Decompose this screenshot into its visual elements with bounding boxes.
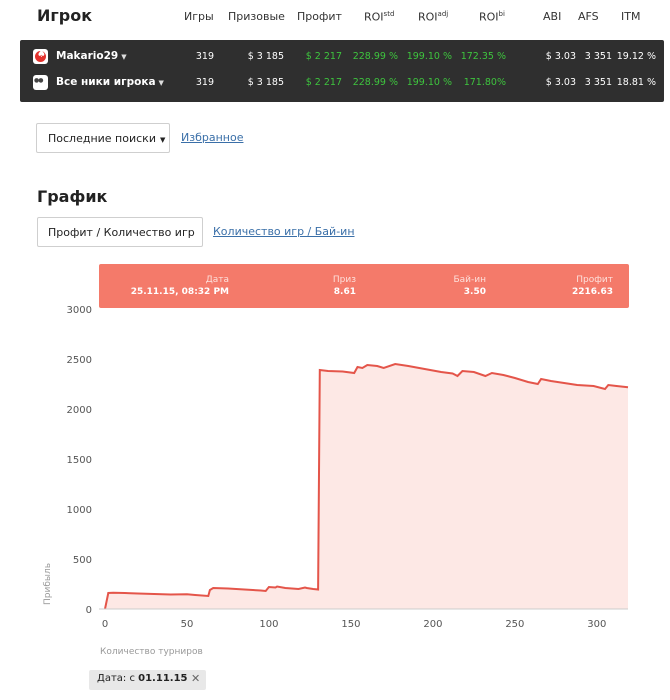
player-row[interactable]: Makario29▼ 319 $ 3 185 $ 2 217 228.99 % …: [20, 45, 664, 69]
x-tick-label: 0: [102, 619, 108, 630]
tab-games-buyin[interactable]: Количество игр / Бай-ин: [213, 225, 355, 238]
profit-line: [104, 362, 629, 610]
player-table: Makario29▼ 319 $ 3 185 $ 2 217 228.99 % …: [20, 40, 664, 102]
games-value: 319: [195, 77, 214, 88]
tooltip-date-label: Дата: [205, 275, 229, 285]
chevron-down-icon: ▼: [158, 79, 164, 87]
col-profit[interactable]: Профит: [297, 10, 342, 23]
roi-adj-value: 199.10 %: [406, 51, 452, 62]
col-prize[interactable]: Призовые: [228, 10, 285, 23]
roi-adj-value: 199.10 %: [406, 77, 452, 88]
tooltip-buyin-value: 3.50: [463, 287, 486, 297]
col-abi[interactable]: ABI: [543, 10, 562, 23]
tooltip-prize-label: Приз: [332, 275, 356, 285]
y-tick-label: 1000: [67, 505, 92, 516]
chevron-down-icon: ▼: [159, 136, 166, 144]
player-section-title: Игрок: [37, 6, 93, 25]
col-roi-adj[interactable]: ROIadj: [418, 10, 449, 24]
y-tick-label: 2500: [67, 355, 92, 366]
y-tick-label: 500: [73, 555, 92, 566]
y-tick-label: 2000: [67, 405, 92, 416]
afs-value: 3 351: [584, 77, 612, 88]
y-tick-label: 3000: [67, 305, 92, 316]
player-name[interactable]: Все ники игрока ▼: [56, 76, 164, 88]
tooltip-prize-value: 8.61: [333, 287, 356, 297]
tab-profit-games[interactable]: Профит / Количество игр: [37, 217, 203, 247]
itm-value: 19.12 %: [616, 51, 656, 62]
x-tick-label: 200: [423, 619, 442, 630]
x-axis-title: Количество турниров: [100, 647, 203, 657]
afs-value: 3 351: [584, 51, 612, 62]
col-roi-std[interactable]: ROIstd: [364, 10, 395, 24]
prize-value: $ 3 185: [247, 51, 284, 62]
y-tick-label: 1500: [67, 455, 92, 466]
profit-area: [105, 364, 628, 609]
recent-searches-label: Последние поиски: [48, 132, 156, 145]
y-tick-label: 0: [86, 605, 92, 616]
x-tick-label: 50: [181, 619, 194, 630]
date-filter-label: Дата: с: [97, 673, 135, 684]
x-tick-label: 300: [587, 619, 606, 630]
favorites-link[interactable]: Избранное: [181, 131, 244, 144]
x-tick-label: 150: [341, 619, 360, 630]
y-axis-title: Прибыль: [43, 563, 53, 605]
chart-tooltip: Дата 25.11.15, 08:32 PM Приз 8.61 Бай-ин…: [99, 264, 629, 308]
itm-value: 18.81 %: [616, 77, 656, 88]
pokerstars-icon: [33, 49, 48, 64]
tooltip-profit-value: 2216.63: [572, 287, 613, 297]
games-value: 319: [195, 51, 214, 62]
close-icon[interactable]: ✕: [191, 672, 201, 685]
roi-std-value: 228.99 %: [352, 51, 398, 62]
recent-searches-button[interactable]: Последние поиски ▼: [36, 123, 170, 153]
x-tick-label: 100: [259, 619, 278, 630]
roi-bi-value: 171.80%: [463, 77, 506, 88]
abi-value: $ 3.03: [545, 51, 576, 62]
group-icon: [33, 75, 48, 90]
date-filter-value: 01.11.15: [138, 673, 188, 684]
tooltip-buyin-label: Бай-ин: [453, 275, 486, 285]
graph-section-title: График: [37, 187, 108, 206]
col-games[interactable]: Игры: [184, 10, 214, 23]
col-roi-bi[interactable]: ROIbi: [479, 10, 505, 24]
profit-chart[interactable]: 0 500 1000 1500 2000 2500 3000 0 50 100 150 200 250 3…: [0, 300, 670, 660]
profit-value: $ 2 217: [305, 77, 342, 88]
tooltip-date-value: 25.11.15, 08:32 PM: [130, 287, 229, 297]
chevron-down-icon: ▼: [121, 53, 127, 61]
prize-value: $ 3 185: [247, 77, 284, 88]
x-tick-label: 250: [505, 619, 524, 630]
tab-profit-games-label: Профит / Количество игр: [48, 226, 195, 239]
player-row[interactable]: Все ники игрока▼ 319 $ 3 185 $ 2 217 228…: [20, 71, 664, 95]
abi-value: $ 3.03: [545, 77, 576, 88]
profit-value: $ 2 217: [305, 51, 342, 62]
roi-bi-value: 172.35 %: [460, 51, 506, 62]
player-name[interactable]: Makario29 ▼: [56, 50, 127, 62]
roi-std-value: 228.99 %: [352, 77, 398, 88]
tooltip-profit-label: Профит: [576, 275, 613, 285]
col-itm[interactable]: ITM: [621, 10, 641, 23]
date-filter-chip[interactable]: Дата: с 01.11.15 ✕: [89, 670, 206, 690]
col-afs[interactable]: AFS: [578, 10, 599, 23]
